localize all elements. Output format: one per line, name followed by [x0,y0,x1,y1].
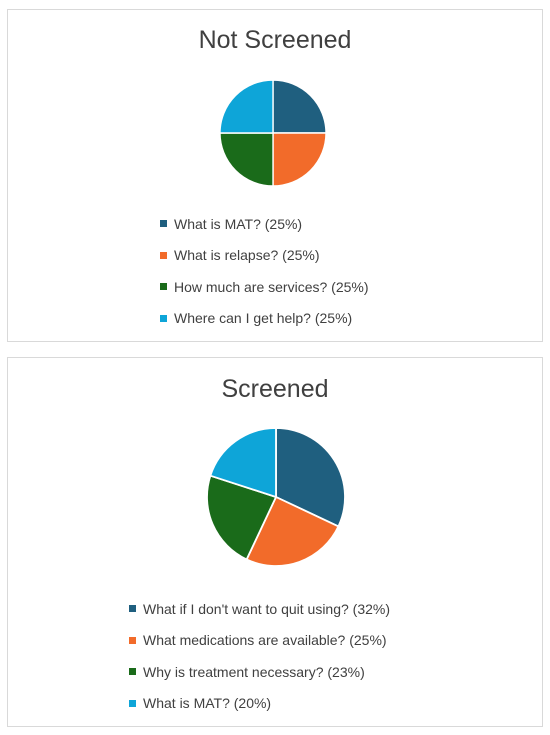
pie-slice [272,79,327,134]
legend-label: What is MAT? (25%) [174,215,303,232]
pie-chart [219,79,327,187]
legend-swatch [129,668,136,676]
legend-item: Where can I get help? (25%) [160,303,369,335]
pie-slice [209,427,277,498]
legend-swatch [160,220,167,228]
legend-swatch [129,636,136,644]
legend-label: How much are services? (25%) [174,278,369,295]
pie-slice [206,474,277,561]
legend-label: What if I don't want to quit using? (32%… [143,600,391,617]
legend-item: What is relapse? (25%) [160,240,369,272]
legend-item: What medications are available? (25%) [129,625,390,657]
legend-label: What is MAT? (20%) [143,695,272,712]
chart-title: Not Screened [198,26,352,54]
legend-swatch [160,314,167,322]
chart-legend: What if I don't want to quit using? (32%… [129,593,390,719]
legend-swatch [129,699,136,707]
legend-item: What if I don't want to quit using? (32%… [129,593,390,625]
legend-item: What is MAT? (25%) [160,208,369,240]
pie-slice [245,496,340,567]
legend-label: What is relapse? (25%) [174,247,320,264]
legend-swatch [129,605,136,613]
legend-label: Why is treatment necessary? (23%) [143,663,365,680]
chart-title: Screened [221,375,329,403]
legend-item: How much are services? (25%) [160,271,369,303]
legend-swatch [160,283,167,291]
chart-legend: What is MAT? (25%) What is relapse? (25%… [160,208,369,334]
pie-slice [275,427,346,528]
pie-slice [219,79,274,134]
legend-label: Where can I get help? (25%) [174,310,353,327]
pie-chart [206,427,346,567]
legend-item: Why is treatment necessary? (23%) [129,656,390,688]
legend-item: What is MAT? (20%) [129,688,390,720]
legend-swatch [160,251,167,259]
chart-panel-screened: Screened What if I don't want to quit us… [7,357,543,727]
pie-slice [272,132,327,187]
legend-label: What medications are available? (25%) [143,632,387,649]
pie-slice [219,132,274,187]
chart-panel-not-screened: Not Screened What is MAT? (25%) What is … [7,9,543,342]
